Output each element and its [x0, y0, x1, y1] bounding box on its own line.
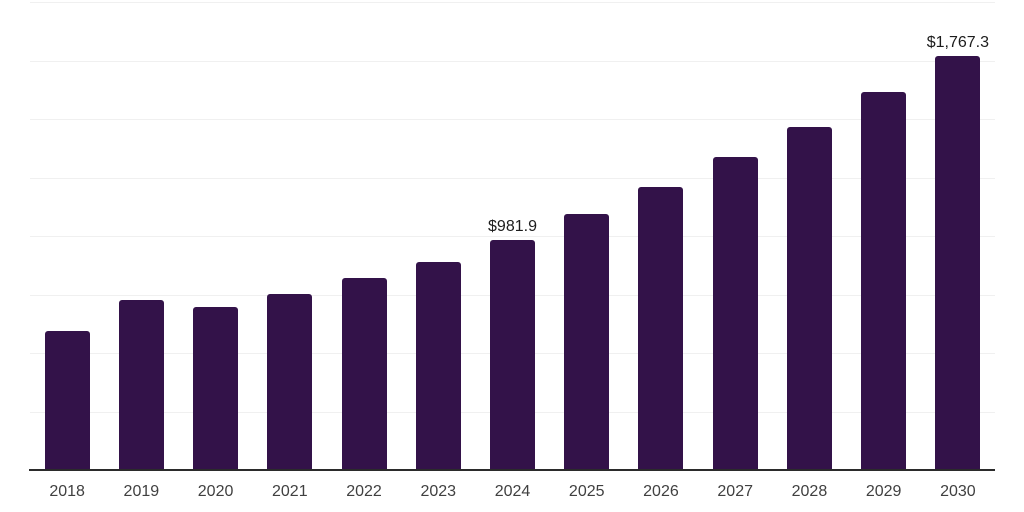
bar-2030[interactable]	[935, 56, 981, 470]
bar-2024[interactable]	[490, 240, 535, 470]
x-tick-label-2019: 2019	[123, 483, 160, 500]
gridline-2000	[30, 2, 995, 3]
x-tick-label-2024: 2024	[494, 483, 531, 500]
gridline-1750	[30, 60, 995, 62]
bar-value-label-2030: $1,767.3	[926, 34, 990, 52]
x-tick-label-2025: 2025	[568, 483, 605, 500]
gridline-1000	[30, 236, 995, 237]
plot-area: $981.9 $1,767.3	[30, 2, 995, 470]
x-tick-label-2028: 2028	[791, 483, 828, 500]
x-tick-label-2018: 2018	[49, 483, 85, 500]
bar-value-label-2024: $981.9	[488, 218, 537, 236]
bar-2026[interactable]	[638, 187, 684, 470]
bar-2023[interactable]	[415, 262, 461, 470]
bar-2029[interactable]	[861, 92, 907, 470]
gridline-1500	[30, 119, 995, 120]
x-tick-label-2021: 2021	[272, 483, 308, 500]
bar-2018[interactable]	[44, 331, 90, 470]
x-tick-label-2020: 2020	[197, 483, 234, 500]
x-tick-label-2023: 2023	[420, 483, 457, 500]
bar-2022[interactable]	[341, 277, 387, 470]
bar-2025[interactable]	[564, 214, 610, 470]
gridline-1250	[30, 177, 995, 179]
bar-2019[interactable]	[118, 299, 164, 470]
x-tick-label-2027: 2027	[717, 483, 753, 500]
x-axis-line	[29, 469, 995, 471]
bar-2027[interactable]	[712, 157, 758, 470]
x-tick-label-2026: 2026	[643, 483, 679, 500]
bar-2020[interactable]	[193, 307, 239, 470]
x-tick-label-2030: 2030	[940, 483, 976, 500]
x-tick-label-2029: 2029	[865, 483, 902, 500]
x-tick-label-2022: 2022	[346, 483, 382, 500]
bar-2021[interactable]	[267, 293, 313, 470]
bar-2028[interactable]	[786, 127, 832, 470]
